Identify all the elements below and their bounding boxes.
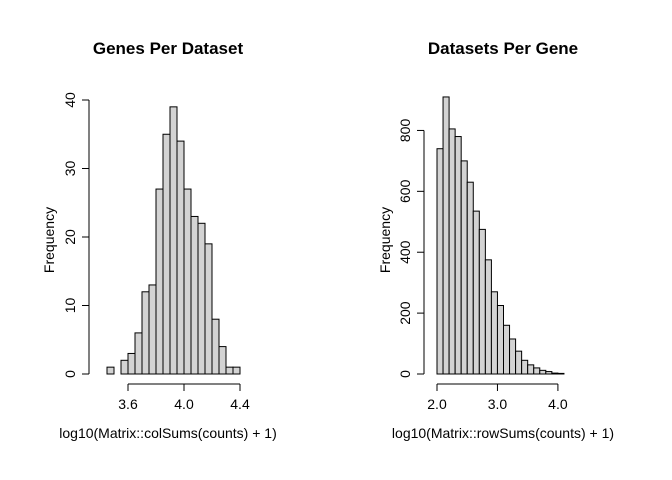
histogram-bar [176, 140, 185, 375]
y-tick-label: 800 [397, 119, 413, 143]
histogram-bar [521, 359, 529, 375]
y-tick-label: 0 [62, 370, 78, 378]
histogram-bar [448, 128, 456, 375]
x-axis-label: log10(Matrix::colSums(counts) + 1) [59, 425, 276, 441]
histogram-bar [551, 372, 559, 375]
x-axis: 3.6 4.0 4.4 [118, 383, 250, 412]
y-tick-label: 30 [62, 161, 78, 177]
x-tick-label: 4.0 [174, 396, 194, 412]
y-tick-label: 200 [397, 301, 413, 325]
histogram-bar [127, 352, 136, 375]
histogram-bar [478, 228, 486, 375]
histogram-bar [484, 259, 492, 375]
histogram-bar [490, 291, 498, 375]
y-axis-label: Frequency [377, 207, 393, 273]
y-tick-label: 0 [397, 370, 413, 378]
y-tick-label: 400 [397, 240, 413, 264]
histogram-bar [155, 188, 164, 375]
histogram-bar [120, 359, 129, 375]
histogram-bar [454, 136, 462, 375]
chart-title: Genes Per Dataset [93, 39, 244, 58]
x-tick-label: 4.0 [548, 396, 568, 412]
y-axis: 0 10 20 30 40 [62, 92, 90, 378]
histogram-bar [197, 222, 206, 375]
histogram-bar [533, 367, 541, 375]
x-axis: 2.0 3.0 4.0 [427, 383, 568, 412]
histogram-bar [225, 366, 234, 375]
histogram-bar [211, 318, 220, 375]
histogram-bar [442, 96, 450, 375]
histogram-bar [218, 346, 227, 375]
y-tick-label: 10 [62, 298, 78, 314]
y-tick-label: 40 [62, 92, 78, 108]
histogram-bar [436, 148, 444, 375]
histogram-bar [106, 366, 115, 375]
histogram-bar [466, 181, 474, 375]
bars [106, 106, 241, 375]
histogram-bar [557, 372, 565, 375]
histogram-bar [148, 284, 157, 375]
histogram-bar [527, 364, 535, 375]
bars [436, 96, 565, 375]
histogram-bar [496, 305, 505, 375]
histogram-bar [204, 243, 213, 375]
histogram-bar [134, 332, 143, 375]
histogram-bar [515, 350, 523, 375]
x-axis-label: log10(Matrix::rowSums(counts) + 1) [392, 425, 614, 441]
panel-datasets-per-gene: Datasets Per Gene log10(Matrix::rowSums(… [377, 39, 614, 441]
histogram-bar [162, 133, 171, 375]
histogram-bar [545, 371, 553, 375]
histogram-bar [460, 160, 468, 375]
histogram-bar [141, 291, 150, 375]
y-axis: 0 200 400 600 800 [397, 119, 425, 378]
histogram-bar [509, 338, 517, 375]
x-tick-label: 2.0 [427, 396, 447, 412]
histogram-bar [472, 210, 480, 375]
histogram-bar [503, 324, 511, 375]
chart-title: Datasets Per Gene [428, 39, 578, 58]
x-tick-label: 3.0 [488, 396, 508, 412]
histogram-bar [190, 215, 199, 375]
x-tick-label: 3.6 [118, 396, 138, 412]
panel-genes-per-dataset: Genes Per Dataset log10(Matrix::colSums(… [41, 39, 277, 441]
histogram-bar [539, 369, 547, 375]
y-tick-label: 600 [397, 179, 413, 203]
histogram-bar [232, 366, 241, 375]
y-tick-label: 20 [62, 229, 78, 245]
histogram-bar [183, 188, 192, 375]
y-axis-label: Frequency [41, 207, 57, 273]
x-tick-label: 4.4 [230, 396, 250, 412]
histogram-bar [169, 106, 178, 375]
